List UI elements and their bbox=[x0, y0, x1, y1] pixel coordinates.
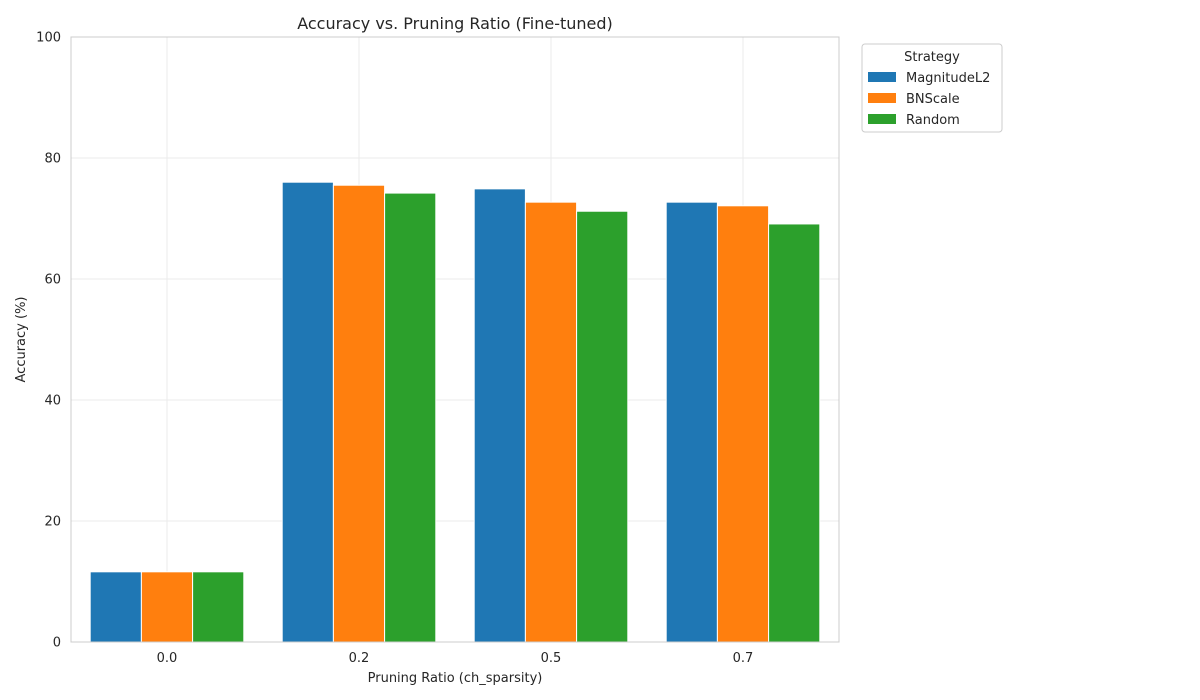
bar-random-0.0 bbox=[192, 571, 245, 643]
x-axis-title: Pruning Ratio (ch_sparsity) bbox=[368, 671, 543, 686]
bar-bnscale-0.5 bbox=[524, 201, 578, 643]
bars bbox=[89, 181, 821, 643]
plot-frame bbox=[70, 36, 840, 643]
y-tick-label: 0 bbox=[53, 636, 61, 651]
x-tick-label: 0.2 bbox=[349, 651, 370, 666]
bar-random-0.7 bbox=[768, 223, 821, 643]
x-tick-label: 0.7 bbox=[733, 651, 754, 666]
y-tick-label: 40 bbox=[44, 394, 61, 409]
legend-label-magnitudel2: MagnitudeL2 bbox=[906, 71, 990, 86]
y-tick-label: 20 bbox=[44, 515, 61, 530]
legend-label-random: Random bbox=[906, 113, 960, 128]
legend-swatch-magnitudel2 bbox=[868, 72, 896, 82]
bar-magnitudel2-0.0 bbox=[89, 571, 142, 643]
bar-bnscale-0.2 bbox=[332, 184, 386, 643]
bar-random-0.2 bbox=[384, 192, 437, 643]
legend-title: Strategy bbox=[904, 50, 960, 65]
y-tick-label: 60 bbox=[44, 273, 61, 288]
bar-magnitudel2-0.7 bbox=[665, 201, 718, 643]
y-axis-title: Accuracy (%) bbox=[14, 297, 29, 383]
bar-bnscale-0.7 bbox=[716, 205, 770, 643]
legend-swatch-random bbox=[868, 114, 896, 124]
x-tick-label: 0.5 bbox=[541, 651, 562, 666]
y-tick-label: 100 bbox=[36, 31, 61, 46]
bar-bnscale-0.0 bbox=[140, 571, 194, 643]
bar-random-0.5 bbox=[576, 210, 629, 643]
legend-swatch-bnscale bbox=[868, 93, 896, 103]
legend: Strategy MagnitudeL2 BNScale Random bbox=[861, 43, 1003, 133]
legend-box bbox=[861, 43, 1003, 133]
bar-magnitudel2-0.5 bbox=[473, 188, 526, 643]
legend-label-bnscale: BNScale bbox=[906, 92, 960, 107]
x-tick-label: 0.0 bbox=[157, 651, 178, 666]
bar-magnitudel2-0.2 bbox=[281, 181, 334, 643]
tick-labels: 0 20 40 60 80 100 0.0 0.2 0.5 0.7 bbox=[36, 31, 753, 667]
legend-items: MagnitudeL2 BNScale Random bbox=[868, 71, 990, 128]
chart-title: Accuracy vs. Pruning Ratio (Fine-tuned) bbox=[297, 14, 613, 33]
y-tick-label: 80 bbox=[44, 152, 61, 167]
